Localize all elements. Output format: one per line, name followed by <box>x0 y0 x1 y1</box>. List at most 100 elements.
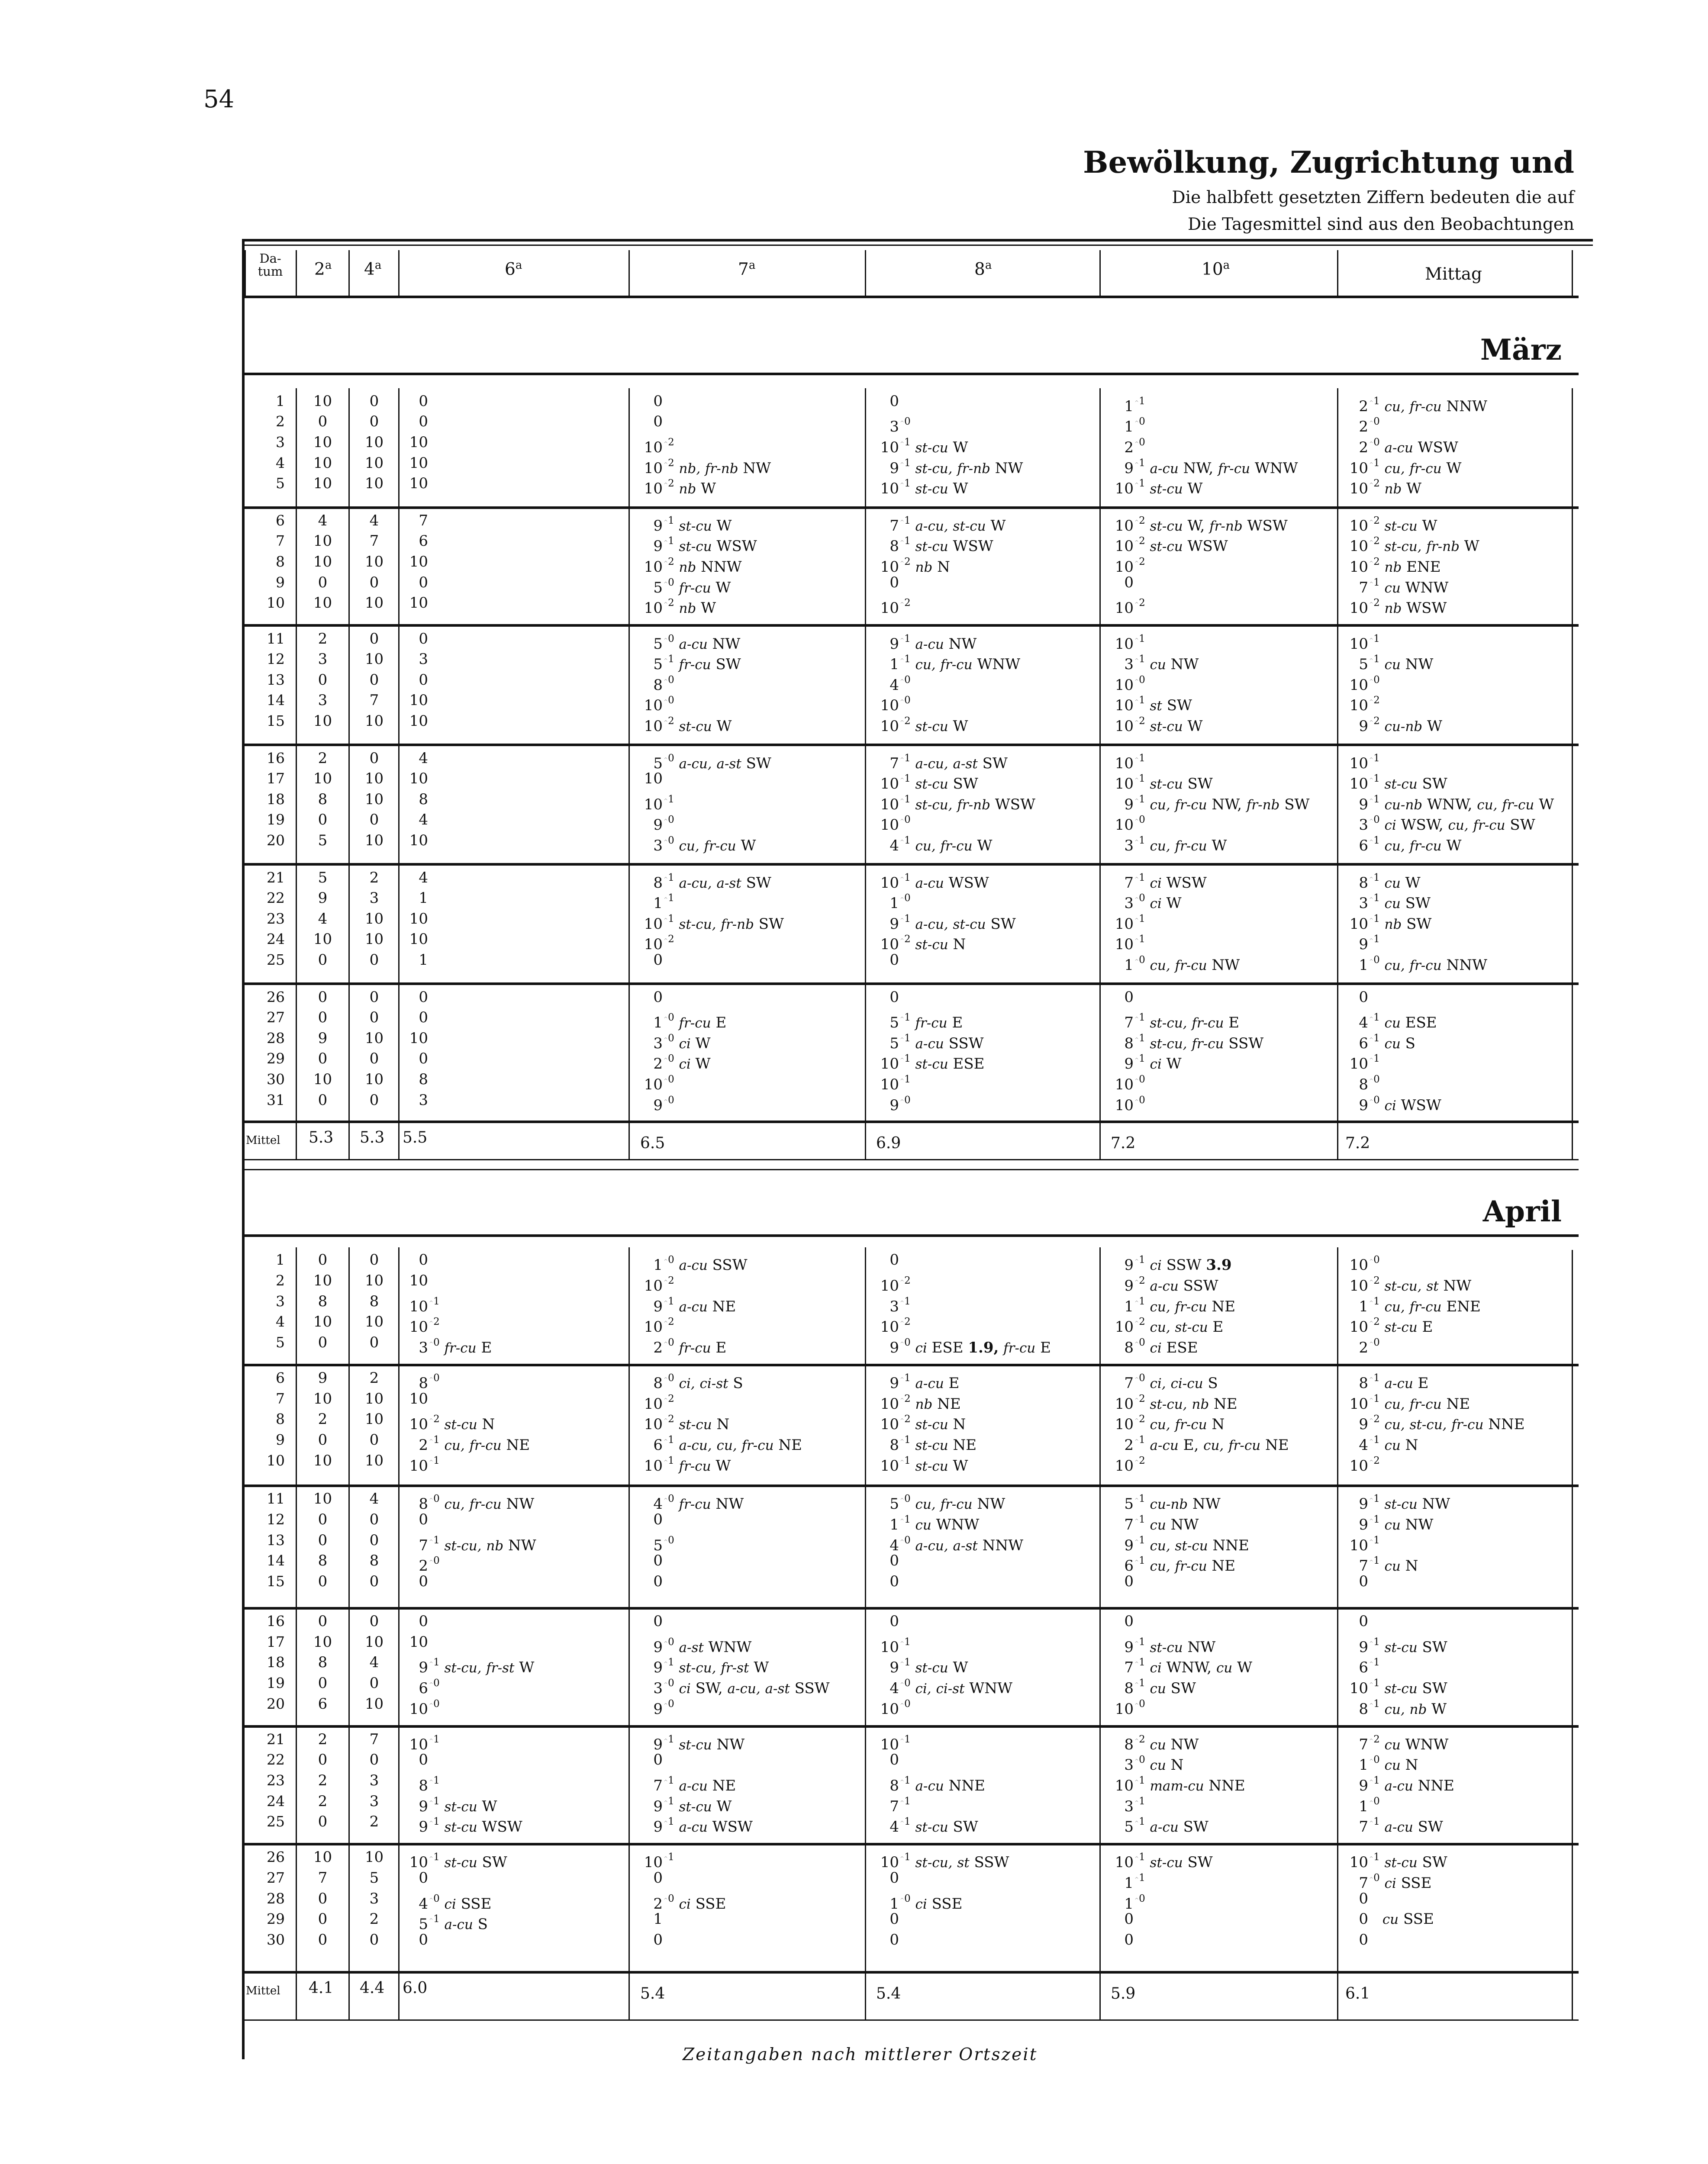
cloud-amount: 9 <box>1124 1277 1134 1295</box>
table-cell: 10 ^0 <box>1114 811 1145 834</box>
cloud-amount: 7 <box>1359 579 1368 596</box>
superscript-marker: ^ <box>900 1078 905 1084</box>
cloud-amount: 10 <box>409 1633 428 1651</box>
table-cell: 9 ^1 a-cu WSW <box>643 1813 752 1836</box>
column-divider <box>296 250 297 296</box>
cloud-amount: 0 <box>889 1552 899 1569</box>
cloud-density-index: ^1 <box>664 1455 674 1466</box>
mittel-value: 7.2 <box>1345 1134 1370 1152</box>
table-cell: 3 ^1 <box>879 1293 910 1315</box>
cloud-density-index: ^1 <box>1369 892 1380 904</box>
cloud-amount: 4 <box>419 811 428 828</box>
day-number: 9 <box>276 1431 285 1448</box>
superscript-marker: ^ <box>1369 1438 1374 1444</box>
header-8a: 8a <box>974 259 992 279</box>
table-cell: 10 <box>408 832 438 849</box>
cloud-type-direction: cu SSE <box>1382 1910 1434 1928</box>
table-cell: 10 <box>313 1633 332 1651</box>
cloud-amount: 10 <box>880 718 899 735</box>
cloud-amount: 3 <box>653 837 663 854</box>
table-cell: 3 ^1 cu, fr-cu W <box>1114 832 1227 855</box>
cloud-density-index: ^1 <box>1134 1493 1145 1504</box>
cloud-amount: 1 <box>653 1256 663 1274</box>
cloud-type-direction: a-cu E, cu, fr-cu NE <box>1150 1436 1289 1454</box>
cloud-density-index: ^2 <box>664 934 674 945</box>
cloud-density-index: ^2 <box>429 1316 440 1327</box>
day-number: 1 <box>276 1251 285 1268</box>
table-cell: 9 <box>318 1369 328 1387</box>
table-cell: 10 ^1 <box>408 1731 440 1753</box>
cloud-density-index: ^2 <box>1369 1414 1380 1425</box>
table-cell: 10 ^2 nb W <box>643 594 716 617</box>
superscript-marker: ^ <box>1369 1738 1374 1744</box>
cloud-amount: 0 <box>419 1613 428 1630</box>
cloud-density-index: ^1 <box>900 535 911 547</box>
day-number: 31 <box>267 1092 285 1108</box>
cloud-amount: 10 <box>409 1390 428 1407</box>
table-cell: 3 <box>318 650 328 668</box>
table-cell: 2 <box>318 1731 328 1748</box>
cloud-type-direction: ci SSE <box>1384 1874 1432 1892</box>
cloud-amount: 0 <box>419 413 428 430</box>
column-divider <box>348 250 350 296</box>
table-cell: 9 ^1 st-cu W <box>408 1793 497 1816</box>
cloud-amount: 2 <box>1359 418 1368 435</box>
cloud-amount: 10 <box>880 816 899 834</box>
superscript-marker: ^ <box>1369 719 1374 725</box>
cloud-amount: 9 <box>1124 1055 1134 1072</box>
superscript-marker: ^ <box>664 1855 668 1861</box>
cloud-density-index: ^0 <box>664 577 674 588</box>
superscript-marker: ^ <box>1369 1661 1374 1667</box>
table-cell: 5 ^1 fr-cu E <box>879 1009 963 1032</box>
superscript-marker: ^ <box>664 818 668 824</box>
cloud-density-index: ^1 <box>900 794 911 805</box>
day-number: 19 <box>267 811 285 828</box>
table-cell: 7 ^1 st-cu, nb NW <box>408 1532 536 1555</box>
cloud-amount: 10 <box>644 770 663 787</box>
superscript-marker: ^ <box>900 637 905 643</box>
cloud-density-index: ^2 <box>1134 1455 1145 1466</box>
cloud-type-direction: a-cu, cu, fr-cu NE <box>679 1436 802 1454</box>
cloud-density-index: ^1 <box>1134 753 1145 764</box>
cloud-amount: 8 <box>419 1495 428 1513</box>
table-cell: 3 ^0 fr-cu E <box>408 1334 492 1357</box>
table-cell: 10 ^2 <box>879 1313 911 1336</box>
day-number: 12 <box>267 650 285 667</box>
cloud-amount: 1 <box>1124 1895 1134 1913</box>
cloud-type-direction: st-cu W <box>915 480 968 497</box>
column-divider <box>296 1247 297 2019</box>
table-cell: 3 <box>369 1793 379 1810</box>
table-cell: 3 ^0 ci W <box>643 1030 710 1053</box>
superscript-marker: ^ <box>1134 657 1139 663</box>
table-cell: 10 ^1 st-cu SW <box>408 1848 507 1871</box>
table-cell: 9 ^1 a-cu NNE <box>1348 1772 1454 1795</box>
superscript-marker: ^ <box>1134 1438 1139 1444</box>
table-cell: 8 <box>318 791 328 808</box>
cloud-type-direction: a-cu SW <box>1384 1818 1443 1836</box>
cloud-amount: 10 <box>409 1318 428 1336</box>
cloud-density-index: ^1 <box>900 773 911 784</box>
column-divider <box>1337 1247 1338 2019</box>
superscript-marker: ^ <box>1134 1779 1139 1785</box>
table-cell: 10 ^2 nb NNW <box>643 553 742 576</box>
cloud-type-direction: ci, ci-st WNW <box>915 1680 1013 1697</box>
cloud-density-index: ^0 <box>1134 1337 1145 1348</box>
cloud-density-index: ^1 <box>1369 934 1380 945</box>
superscript-marker: ^ <box>1134 539 1139 545</box>
cloud-amount: 10 <box>880 1854 899 1871</box>
column-divider <box>865 1247 866 2019</box>
superscript-marker: ^ <box>429 1539 434 1545</box>
cloud-amount: 10 <box>409 931 428 948</box>
table-cell: 10 ^2 st-cu, nb NE <box>1114 1390 1237 1413</box>
day-number: 24 <box>267 1793 285 1810</box>
cloud-density-index: ^0 <box>664 1074 674 1085</box>
superscript-marker: ^ <box>900 1800 905 1806</box>
cloud-density-index: ^1 <box>900 872 911 883</box>
cloud-density-index: ^1 <box>1369 396 1380 407</box>
table-cell: 9 ^1 ci SSW 3.9 <box>1114 1251 1231 1274</box>
cloud-density-index: ^1 <box>1369 1852 1380 1863</box>
cloud-density-index: ^1 <box>1134 1434 1145 1446</box>
superscript-marker: ^ <box>1134 1376 1139 1382</box>
cloud-density-index: ^2 <box>900 1393 911 1404</box>
cloud-amount: 5 <box>653 1537 663 1554</box>
